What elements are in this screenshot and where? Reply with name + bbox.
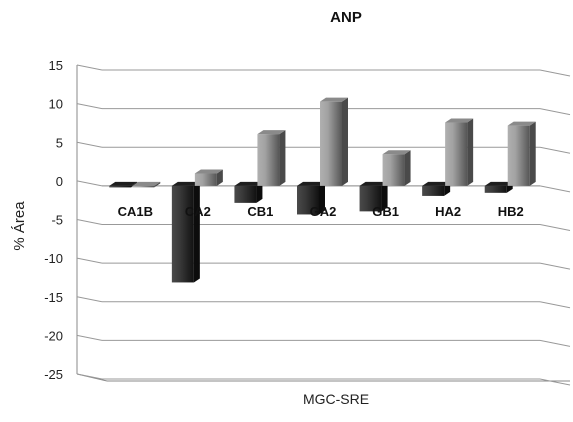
- bar: [194, 169, 223, 186]
- bar-side: [216, 169, 223, 186]
- x-tick-label: HA2: [435, 204, 461, 219]
- gridline-side: [539, 301, 571, 309]
- bar-top: [507, 121, 536, 126]
- gridline-side: [539, 69, 571, 77]
- bar-top: [109, 181, 138, 186]
- bar-front: [382, 154, 405, 186]
- x-tick-label: CA2: [185, 204, 211, 219]
- bar-front: [507, 125, 530, 186]
- y-tick-label: -15: [44, 290, 63, 305]
- bar-side: [154, 181, 161, 188]
- x-tick-label: GB1: [372, 204, 399, 219]
- gridline-side: [539, 262, 571, 270]
- gridline-side: [539, 108, 571, 116]
- bar: [257, 130, 286, 186]
- bar-top: [234, 181, 263, 186]
- bar-front: [171, 185, 194, 283]
- y-tick-label: -25: [44, 367, 63, 382]
- bar-front: [132, 185, 155, 188]
- y-tick-label: 5: [56, 135, 63, 150]
- bar: [132, 181, 161, 188]
- gridline-side: [539, 339, 571, 347]
- gridline-slant: [76, 180, 103, 187]
- bar-front: [234, 185, 257, 203]
- bar: [171, 181, 200, 283]
- gridline-side: [539, 378, 571, 386]
- bar-top: [194, 169, 223, 174]
- bar-front: [422, 185, 445, 196]
- y-tick-label: -5: [51, 213, 63, 228]
- gridline-slant: [76, 257, 103, 264]
- bar-front: [257, 134, 280, 186]
- bar-side: [256, 181, 263, 203]
- bar-top: [422, 181, 451, 186]
- x-tick-label: GA2: [310, 204, 337, 219]
- gridline-side: [539, 146, 571, 154]
- gridline-slant: [76, 64, 103, 71]
- gridline-slant: [76, 334, 103, 341]
- bar-top: [484, 181, 513, 186]
- gridline-side: [539, 224, 571, 231]
- gridline-slant: [76, 103, 103, 110]
- bar: [445, 118, 474, 186]
- bar-front: [109, 185, 132, 188]
- bar-front: [194, 173, 217, 186]
- y-tick-label: 10: [49, 97, 63, 112]
- x-tick-label: CA1B: [118, 204, 153, 219]
- bar: [297, 181, 325, 215]
- bar-side: [319, 181, 325, 215]
- bar: [359, 181, 388, 212]
- gridline-side: [539, 185, 571, 193]
- x-tick-label: CB1: [247, 204, 273, 219]
- bar-side: [381, 181, 388, 212]
- bar: [234, 181, 263, 203]
- bar-side: [529, 121, 536, 186]
- bar-top: [320, 97, 348, 102]
- bar-top: [359, 181, 388, 186]
- y-tick-label: 15: [49, 58, 63, 73]
- bar-top: [171, 181, 200, 186]
- x-tick-label: HB2: [498, 204, 524, 219]
- bar-side: [404, 150, 411, 186]
- y-tick-label: 0: [56, 174, 63, 189]
- bar-top: [257, 130, 286, 135]
- bar-front: [359, 185, 382, 212]
- bar-side: [342, 97, 348, 186]
- bar-top: [132, 181, 161, 186]
- y-tick-label: -10: [44, 251, 63, 266]
- gridline-slant: [76, 141, 103, 148]
- x-axis-title: MGC-SRE: [303, 391, 369, 407]
- bar-side: [193, 181, 200, 283]
- bar-front: [297, 185, 319, 215]
- bar: [320, 97, 348, 186]
- bar-front: [484, 185, 507, 193]
- bar: [507, 121, 536, 186]
- gridline-slant: [76, 373, 103, 380]
- bar-front: [320, 101, 342, 186]
- bar-top: [382, 150, 411, 155]
- bar-front: [445, 122, 468, 186]
- y-tick-label: -20: [44, 328, 63, 343]
- chart-title: ANP: [330, 9, 362, 26]
- bar-top: [445, 118, 474, 123]
- gridline-slant: [76, 219, 103, 225]
- y-axis-title: % Área: [11, 201, 28, 251]
- bar-side: [279, 130, 286, 186]
- bar-top: [297, 181, 325, 186]
- bar: [382, 150, 411, 186]
- bar-side: [467, 118, 474, 186]
- gridline-slant: [76, 296, 103, 303]
